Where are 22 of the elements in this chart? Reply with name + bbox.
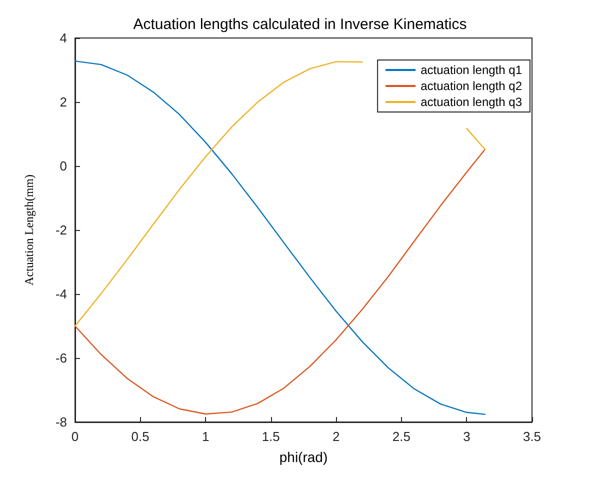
legend-label: actuation length q1: [420, 63, 522, 77]
chart-title: Actuation lengths calculated in Inverse Kinematics: [133, 16, 467, 33]
x-tick-label: 0: [71, 429, 79, 444]
x-tick-label: 1.5: [262, 429, 280, 444]
x-tick-label: 3.5: [522, 429, 542, 444]
line-series: [74, 148, 486, 415]
y-tick-label: 2: [60, 94, 67, 110]
legend-label: actuation length q2: [420, 79, 522, 93]
y-axis-title: Actuation Length(mm): [22, 174, 36, 286]
x-axis-title: phi(rad): [279, 449, 328, 465]
y-tick-label: -2: [55, 222, 67, 238]
y-tick-label: -6: [55, 350, 67, 366]
x-tick-label: 2.5: [392, 429, 410, 444]
x-tick-label: 1: [202, 429, 210, 444]
x-tick-label: 0.5: [131, 429, 150, 444]
x-tick-label: 3: [463, 429, 470, 444]
y-tick-label: -8: [55, 414, 67, 430]
x-tick-label: 2: [332, 429, 340, 444]
y-tick-label: 4: [60, 30, 67, 46]
y-tick-label: 0: [60, 158, 67, 174]
legend-label: actuation length q3: [420, 95, 522, 109]
y-tick-label: -4: [55, 286, 67, 302]
